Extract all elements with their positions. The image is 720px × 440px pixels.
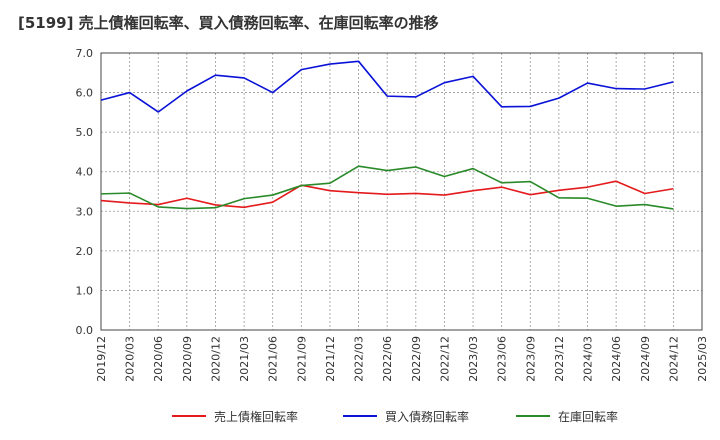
series-line-3: [100, 165, 674, 210]
x-tick-label: 2023/03: [467, 336, 480, 382]
x-tick-label: 2023/12: [553, 336, 566, 382]
grid: [101, 52, 702, 330]
x-tick-label: 2021/09: [295, 336, 308, 382]
y-tick-label: 4.0: [76, 166, 94, 179]
x-tick-label: 2023/06: [496, 336, 509, 382]
x-tick-label: 2021/03: [238, 336, 251, 382]
y-tick-label: 6.0: [76, 87, 94, 100]
x-tick-label: 2022/09: [410, 336, 423, 382]
y-tick-label: 7.0: [76, 47, 94, 60]
y-tick-label: 3.0: [76, 205, 94, 218]
y-tick-label: 2.0: [76, 245, 94, 258]
legend: 売上債権回転率 買入債務回転率 在庫回転率: [172, 409, 618, 424]
x-tick-label: 2022/12: [438, 336, 451, 382]
legend-label-1: 売上債権回転率: [214, 409, 298, 424]
x-tick-label: 2020/12: [209, 336, 222, 382]
y-tick-label: 0.0: [76, 324, 94, 337]
x-tick-label: 2020/06: [152, 336, 165, 382]
x-tick-label: 2021/06: [267, 336, 280, 382]
y-tick-label: 5.0: [76, 126, 94, 139]
x-tick-label: 2024/12: [667, 336, 680, 382]
x-tick-label: 2024/06: [610, 336, 623, 382]
x-tick-label: 2022/03: [353, 336, 366, 382]
x-tick-label: 2024/03: [582, 336, 595, 382]
x-tick-label: 2024/09: [639, 336, 652, 382]
x-tick-label: 2023/09: [524, 336, 537, 382]
series-lines: [100, 60, 674, 210]
legend-label-2: 買入債務回転率: [385, 409, 469, 424]
x-tick-label: 2020/09: [181, 336, 194, 382]
x-tick-label: 2021/12: [324, 336, 337, 382]
x-tick-label: 2020/03: [124, 336, 137, 382]
plot-frame: [100, 52, 703, 331]
x-tick-label: 2025/03: [696, 336, 709, 382]
series-line-1: [100, 180, 674, 209]
chart-title: [5199] 売上債権回転率、買入債務回転率、在庫回転率の推移: [18, 14, 439, 32]
x-tick-label: 2019/12: [95, 336, 108, 382]
axes: 0.0 1.0 2.0 3.0 4.0 5.0 6.0 7.0 2019/12 2020/03 20…: [76, 47, 710, 382]
y-tick-label: 1.0: [76, 284, 94, 297]
x-tick-label: 2022/06: [381, 336, 394, 382]
series-line-2: [100, 60, 674, 113]
legend-label-3: 在庫回転率: [558, 409, 618, 424]
